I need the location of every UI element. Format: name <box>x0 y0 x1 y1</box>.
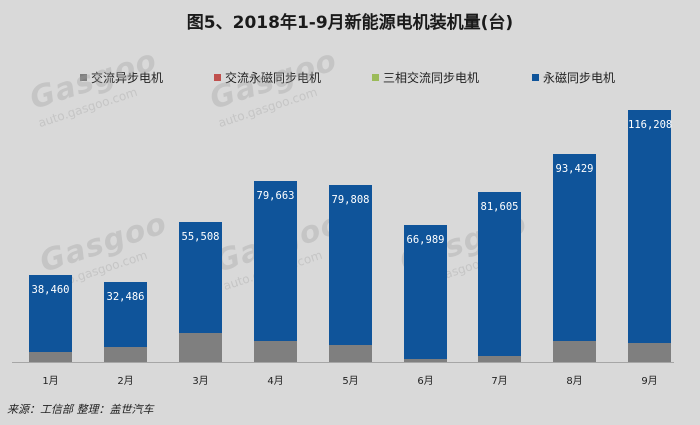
bar-segment-ac-async <box>104 347 147 362</box>
bar-segment-pm-sync <box>254 181 297 341</box>
legend-item-3ph-ac-sync: 三相交流同步电机 <box>372 69 479 86</box>
legend-item-ac-pm-sync: 交流永磁同步电机 <box>214 69 321 86</box>
bar-segment-ac-async <box>628 343 671 362</box>
legend: 交流异步电机 交流永磁同步电机 三相交流同步电机 永磁同步电机 <box>0 69 700 85</box>
x-tick-label: 9月 <box>641 376 658 387</box>
bar-segment-ac-async <box>478 356 521 362</box>
x-tick-label: 8月 <box>566 376 583 387</box>
bar-8: 93,429 <box>553 154 596 362</box>
bar-segment-pm-sync <box>104 282 147 347</box>
legend-label: 交流异步电机 <box>91 71 164 85</box>
bar-7: 81,605 <box>478 192 521 362</box>
bar-segment-pm-sync <box>553 154 596 341</box>
bar-segment-pm-sync <box>628 110 671 343</box>
chart-title: 图5、2018年1-9月新能源电机装机量(台) <box>186 13 514 33</box>
legend-swatch-green <box>372 74 379 81</box>
x-tick-label: 7月 <box>491 376 508 387</box>
bar-segment-pm-sync <box>179 222 222 333</box>
bar-segment-ac-async <box>404 359 447 362</box>
bar-2: 32,486 <box>104 282 147 362</box>
legend-swatch-gray <box>80 74 87 81</box>
bar-1: 38,460 <box>29 275 72 362</box>
data-label: 116,208 <box>628 119 673 131</box>
data-label: 32,486 <box>106 291 145 303</box>
bar-segment-ac-async <box>553 341 596 362</box>
bar-segment-ac-async <box>329 345 372 362</box>
data-label: 38,460 <box>31 284 70 296</box>
bar-segment-ac-async <box>179 333 222 362</box>
x-axis-line <box>12 362 674 363</box>
bar-3: 55,508 <box>179 222 222 362</box>
data-label: 81,605 <box>480 201 519 213</box>
bar-segment-pm-sync <box>478 192 521 356</box>
legend-swatch-red <box>214 74 221 81</box>
legend-item-ac-async: 交流异步电机 <box>80 69 163 86</box>
bar-segment-pm-sync <box>29 275 72 352</box>
legend-label: 永磁同步电机 <box>543 71 616 85</box>
bar-5: 79,808 <box>329 185 372 362</box>
legend-item-pm-sync: 永磁同步电机 <box>532 69 615 86</box>
bar-9: 116,208 <box>628 110 673 362</box>
source-note: 来源：工信部 整理：盖世汽车 <box>7 403 154 416</box>
bar-4: 79,663 <box>254 181 297 362</box>
x-tick-label: 2月 <box>117 376 134 387</box>
data-label: 79,663 <box>256 190 295 202</box>
x-tick-label: 4月 <box>267 376 284 387</box>
bar-segment-ac-async <box>254 341 297 362</box>
x-tick-label: 3月 <box>192 376 209 387</box>
data-label: 93,429 <box>555 163 594 175</box>
bar-segment-pm-sync <box>329 185 372 345</box>
bar-6: 66,989 <box>404 225 447 362</box>
legend-label: 交流永磁同步电机 <box>225 71 322 85</box>
x-tick-label: 5月 <box>342 376 359 387</box>
data-label: 55,508 <box>181 231 220 243</box>
x-tick-label: 6月 <box>417 376 434 387</box>
legend-swatch-blue <box>532 74 539 81</box>
x-tick-label: 1月 <box>42 376 59 387</box>
data-label: 66,989 <box>406 234 445 246</box>
legend-label: 三相交流同步电机 <box>383 71 480 85</box>
bar-segment-pm-sync <box>404 225 447 359</box>
bar-segment-ac-async <box>29 352 72 362</box>
data-label: 79,808 <box>331 194 370 206</box>
